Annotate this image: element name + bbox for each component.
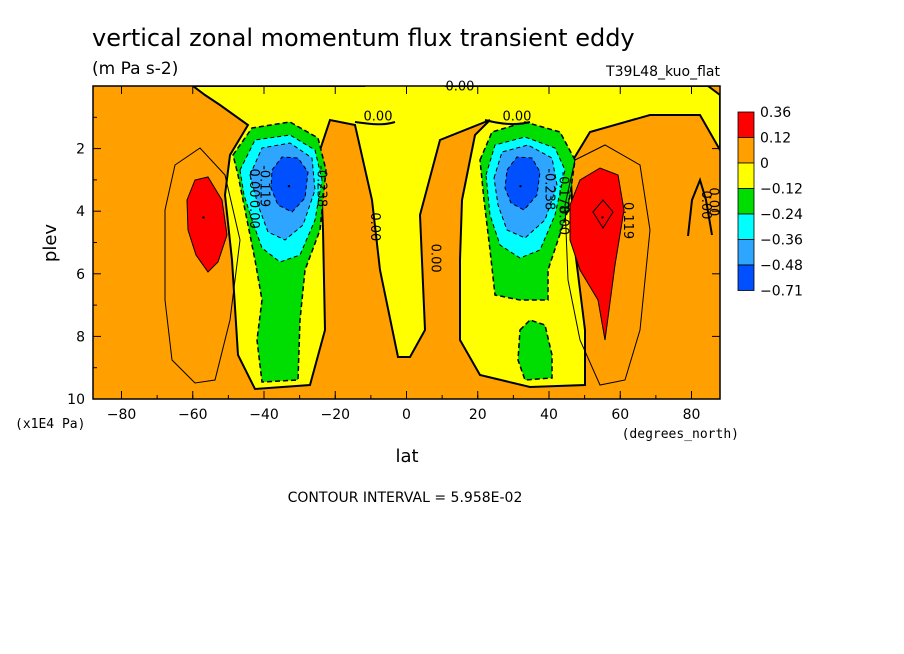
northern-maximum-center-contour (592, 199, 614, 229)
legend-swatch (737, 111, 755, 138)
northern-maximum-region (569, 167, 625, 341)
chart-title: vertical zonal momentum flux transient e… (92, 24, 635, 52)
high-latitude-zero-contour (687, 176, 713, 237)
contour-value-label: 0.00 (445, 80, 474, 95)
x-tick-label: −20 (320, 407, 350, 423)
maximum-marker (601, 216, 604, 219)
legend-label: −0.36 (760, 233, 803, 249)
northern-minimum-core (504, 156, 541, 211)
contour-interval-note: CONTOUR INTERVAL = 5.958E-02 (288, 490, 523, 506)
contour-value-label: 0.00 (427, 244, 442, 273)
color-legend: 0.36 0.12 0 −0.12 −0.24 −0.36 −0.48 −0.71 (737, 105, 803, 300)
y-axis: 2 4 6 8 10 (67, 116, 720, 408)
contour-value-label: 0.00 (698, 190, 713, 219)
legend-swatch (737, 264, 755, 291)
legend-label: 0.12 (760, 131, 791, 147)
contour-value-label: -0.238 (541, 168, 556, 210)
maximum-marker (202, 216, 205, 219)
legend-label: −0.24 (760, 207, 803, 223)
x-tick-label: −80 (107, 407, 137, 423)
contour-label-group: 0.000.00 0.000.000.000.00 0.000.000.00-0.1… (202, 80, 720, 273)
contour-value-label: -0.178 (556, 171, 571, 213)
contour-value-label: 0.00 (364, 109, 393, 124)
northern-lower-green-region (517, 319, 553, 381)
contour-value-label: 0.00 (556, 206, 571, 235)
contour-value-label: -0.238 (313, 165, 328, 207)
contour-value-label: 0.00 (502, 109, 531, 124)
southern-maximum-region (186, 176, 228, 273)
y-tick-label: 4 (76, 204, 85, 220)
x-tick-label: −60 (178, 407, 208, 423)
y-tick-label: 8 (76, 329, 85, 345)
contour-value-label: 0.119 (620, 202, 635, 239)
x-axis-label: lat (395, 446, 418, 467)
chart-units: (m Pa s-2) (92, 59, 178, 79)
legend-label: 0 (760, 156, 769, 172)
y-axis-units: (x1E4 Pa) (15, 417, 85, 432)
y-tick-label: 2 (76, 142, 85, 158)
southern-minimum-core (270, 156, 309, 213)
minimum-marker (287, 184, 291, 188)
y-tick-label: 10 (67, 392, 85, 408)
x-tick-label: 40 (540, 407, 558, 423)
legend-label: 0.36 (760, 105, 791, 121)
legend-label: −0.48 (760, 258, 803, 274)
contour-value-label: -0.119 (256, 165, 271, 207)
y-tick-label: 6 (76, 267, 85, 283)
contour-value-label: 0.00 (367, 212, 382, 241)
legend-label: −0.12 (760, 182, 803, 198)
legend-swatch (737, 162, 755, 189)
plot-area (93, 86, 720, 399)
contour-value-label: 0.00 (246, 200, 261, 229)
contour-value-label: 0.00 (705, 187, 720, 216)
minimum-marker (519, 184, 522, 188)
x-axis: −80 −60 −40 −20 0 20 40 60 80 (107, 86, 701, 423)
northern-positive-contour (564, 144, 651, 386)
x-axis-units: (degrees_north) (622, 427, 739, 442)
zero-contour-segments (354, 119, 531, 126)
x-tick-label: −40 (249, 407, 279, 423)
legend-label: −0.71 (760, 284, 803, 300)
run-label: T39L48_kuo_flat (605, 64, 720, 80)
y-axis-label: plev (40, 224, 61, 263)
legend-swatch (737, 239, 755, 266)
x-tick-label: 0 (402, 407, 411, 423)
x-tick-label: 20 (469, 407, 487, 423)
southern-positive-contour (164, 147, 241, 384)
legend-swatch (737, 188, 755, 215)
legend-swatch (737, 137, 755, 164)
legend-swatch (737, 213, 755, 240)
upper-yellow-tongue (365, 86, 445, 140)
x-tick-label: 80 (683, 407, 701, 423)
contour-value-label: 0.00 (246, 169, 261, 198)
x-tick-label: 60 (611, 407, 629, 423)
